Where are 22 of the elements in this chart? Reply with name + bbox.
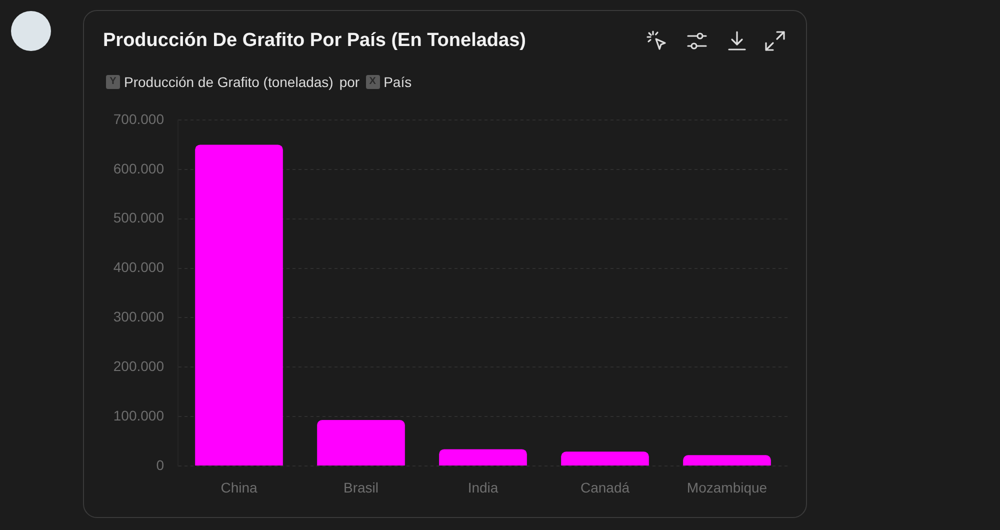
- y-axis-title: Producción de Grafito (toneladas): [124, 74, 334, 90]
- bar: [683, 455, 771, 466]
- bar: [317, 420, 405, 466]
- x-axis-title: País: [384, 74, 412, 90]
- bar: [561, 452, 649, 466]
- bar: [439, 449, 527, 466]
- y-tick-label: 600.000: [113, 160, 164, 176]
- chart-subtitle: por: [339, 74, 360, 90]
- x-tick-label: India: [468, 479, 498, 496]
- y-tick-label: 0: [156, 456, 164, 473]
- y-tick-label: 700.000: [113, 110, 164, 127]
- y-tick-label: 300.000: [113, 308, 164, 325]
- x-tick-label: Mozambique: [686, 479, 768, 496]
- y-tick-label: 500.000: [113, 210, 164, 226]
- x-tick-label: China: [220, 479, 258, 496]
- y-tick-label: 400.000: [113, 259, 164, 276]
- x-tick-label: Brasil: [343, 479, 379, 496]
- x-tick-label: Canadá: [580, 479, 630, 496]
- chart-title: Producción De Grafito Por País (En Toneladas): [103, 30, 526, 52]
- y-tick-label: 100.000: [113, 407, 164, 424]
- bar: [195, 144, 283, 466]
- y-tick-label: 200.000: [113, 358, 164, 374]
